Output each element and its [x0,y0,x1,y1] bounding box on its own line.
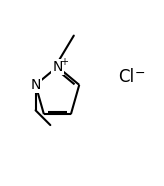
Text: Cl: Cl [118,68,134,86]
Text: N: N [52,60,63,74]
Text: N: N [30,78,41,92]
Text: −: − [134,66,145,79]
Text: +: + [60,57,68,67]
